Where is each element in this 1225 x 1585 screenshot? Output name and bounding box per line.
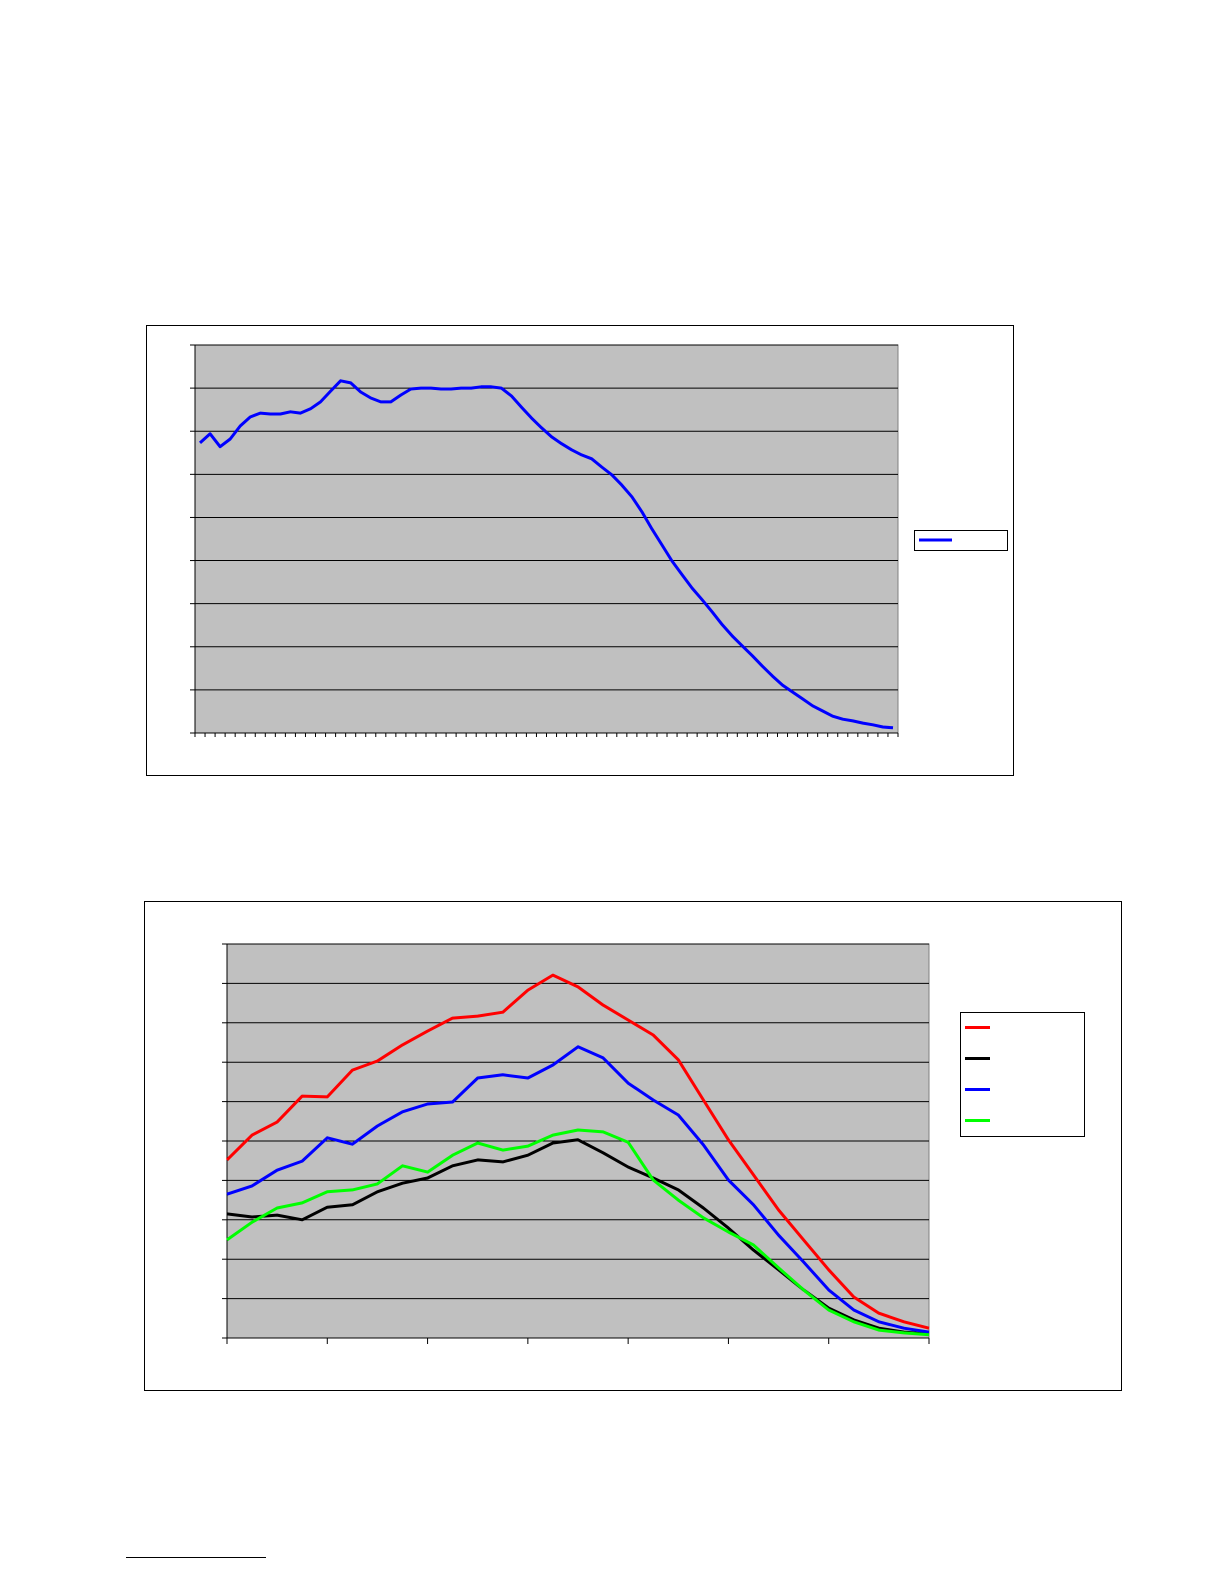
data-line (226, 1045, 930, 1334)
data-line (225, 973, 930, 1330)
data-line (198, 379, 894, 730)
plot-area (194, 344, 899, 734)
data-line (226, 1128, 930, 1337)
legend-box (914, 530, 1008, 551)
legend-box (960, 1012, 1085, 1137)
